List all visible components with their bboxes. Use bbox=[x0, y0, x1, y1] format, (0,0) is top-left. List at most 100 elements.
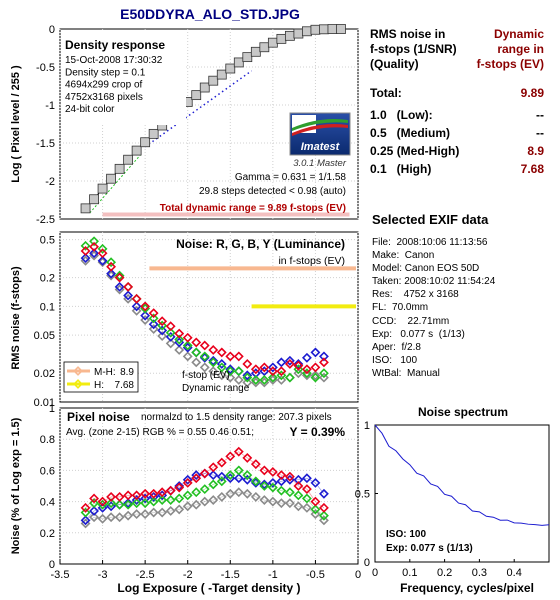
x-tick-label: -0.5 bbox=[306, 569, 325, 581]
pixel-noise-marker-y bbox=[106, 512, 117, 523]
noise-marker-g bbox=[191, 347, 202, 358]
pixel-noise-title: Pixel noise bbox=[67, 410, 130, 424]
y-tick-label: -1 bbox=[45, 100, 55, 112]
pixel-noise-marker-r bbox=[319, 502, 329, 513]
summary-header-right: Dynamic range in f-stops (EV) bbox=[462, 27, 544, 72]
legend-value-h: 7.68 bbox=[115, 380, 135, 391]
noise-marker-r bbox=[250, 364, 261, 375]
pixel-noise-marker-r bbox=[276, 470, 287, 481]
summary-header-right-line: f-stops (EV) bbox=[476, 57, 544, 71]
noise-marker-g bbox=[97, 243, 108, 254]
pixel-noise-marker-b bbox=[131, 495, 142, 505]
y-tick-label: -2.5 bbox=[36, 214, 55, 226]
density-step-marker bbox=[267, 37, 278, 48]
imatest-logo-stripe bbox=[292, 119, 348, 131]
noise-marker-r bbox=[114, 272, 125, 283]
noise-marker-b bbox=[123, 290, 134, 301]
density-response-chart: 0 -0.5 -1 -1.5 -2 -2.5 Log ( Pixel level / 255… bbox=[10, 24, 359, 226]
spectrum-y-tick-label: 0 bbox=[364, 557, 370, 569]
imatest-logo-text: Imatest bbox=[301, 141, 341, 153]
pixel-noise-marker-r bbox=[131, 490, 142, 501]
noise-marker-g bbox=[216, 362, 227, 373]
noise-marker-r bbox=[259, 362, 270, 373]
summary-header-left-line: f-stops (1/SNR) bbox=[370, 42, 457, 56]
exif-line: Make: Canon bbox=[372, 250, 435, 262]
pixel-noise-marker-b bbox=[174, 481, 185, 491]
summary-header-left-line: (Quality) bbox=[370, 57, 419, 71]
pixel-noise-marker-y bbox=[276, 498, 287, 509]
density-step-marker bbox=[208, 75, 219, 86]
summary-header-right-line: range in bbox=[497, 42, 544, 56]
summary-row: 0.5 (Medium) -- bbox=[370, 126, 544, 144]
pixel-noise-marker-b bbox=[216, 471, 227, 482]
spectrum-x-tick-label: 0.3 bbox=[472, 567, 487, 579]
noise-marker-r bbox=[225, 351, 236, 362]
pixel-noise-marker-r bbox=[191, 473, 202, 484]
pixel-noise-marker-r bbox=[233, 446, 244, 457]
pixel-noise-marker-y bbox=[157, 507, 168, 518]
pixel-noise-marker-b bbox=[140, 493, 151, 504]
pixel-noise-marker-g bbox=[242, 470, 253, 481]
y-tick-label: 0.4 bbox=[40, 497, 55, 509]
dynamic-range-annotation: Dynamic range bbox=[182, 383, 250, 394]
noise-marker-y bbox=[319, 372, 329, 383]
pixel-noise-marker-y bbox=[114, 512, 125, 523]
pixel-noise-marker-y bbox=[174, 504, 185, 515]
noise-marker-y bbox=[242, 377, 253, 388]
noise-marker-g bbox=[267, 372, 278, 383]
density-step-marker bbox=[123, 154, 134, 165]
noise-marker-g bbox=[89, 236, 99, 247]
y-tick-label: 1 bbox=[49, 403, 55, 415]
noise-marker-r bbox=[174, 328, 185, 339]
spectrum-plot-frame bbox=[374, 424, 550, 563]
y-tick-label: 0.1 bbox=[40, 301, 55, 313]
noise-marker-g bbox=[276, 370, 287, 381]
pixel-noise-marker-r bbox=[216, 457, 227, 468]
pixel-noise-marker-b bbox=[123, 498, 134, 509]
noise-marker-b bbox=[148, 319, 159, 330]
noise-marker-g bbox=[319, 368, 329, 379]
summary-row-label: 1.0 (Low): bbox=[370, 108, 433, 122]
gamma-label: Gamma = 0.631 = 1/1.58 bbox=[235, 172, 347, 183]
normalized-label: normalzd to 1.5 density range: 207.3 pix… bbox=[141, 412, 332, 423]
noise-marker-y bbox=[140, 315, 151, 325]
noise-marker-r bbox=[123, 281, 134, 292]
noise-marker-r bbox=[310, 362, 321, 373]
pixel-noise-marker-y bbox=[208, 495, 219, 505]
pixel-noise-marker-r bbox=[89, 493, 99, 504]
pixel-noise-marker-r bbox=[250, 459, 261, 470]
noise-marker-r bbox=[199, 340, 210, 351]
pixel-noise-marker-g bbox=[89, 498, 99, 509]
pixel-noise-marker-y bbox=[89, 512, 99, 523]
noise-marker-r bbox=[80, 246, 91, 256]
pixel-noise-marker-b bbox=[80, 515, 91, 526]
spectrum-x-tick-label: 0.4 bbox=[507, 567, 522, 579]
pixel-noise-marker-r bbox=[148, 488, 159, 499]
noise-marker-y bbox=[293, 368, 304, 379]
imatest-logo-stripe bbox=[292, 124, 348, 136]
pixel-noise-marker-y bbox=[148, 507, 159, 518]
summary-header-left: RMS noise in f-stops (1/SNR) (Quality) bbox=[370, 27, 457, 72]
y-tick-label: -1.5 bbox=[36, 138, 55, 150]
summary-header-left-line: RMS noise in bbox=[370, 27, 446, 41]
summary-row-value: 7.68 bbox=[520, 162, 544, 176]
density-info-line: 4694x299 crop of bbox=[65, 80, 143, 91]
exif-line: Taken: 2008:10:02 11:54:24 bbox=[372, 276, 496, 288]
x-tick-label: -1 bbox=[268, 569, 278, 581]
noise-marker-b bbox=[208, 355, 219, 366]
density-step-marker bbox=[284, 30, 295, 41]
noise-marker-r bbox=[106, 261, 117, 272]
exif-line: File: 2008:10:06 11:13:56 bbox=[372, 237, 488, 248]
pixel-noise-marker-g bbox=[131, 498, 142, 509]
legend-label-mh: M-H: bbox=[94, 367, 116, 378]
noise-marker-y bbox=[225, 372, 236, 383]
exif-line: FL: 70.0mm bbox=[372, 302, 429, 314]
density-info-line: 4752x3168 pixels bbox=[65, 92, 143, 103]
pixel-noise-marker-y bbox=[310, 509, 321, 520]
pixel-noise-marker-g bbox=[165, 495, 176, 505]
noise-marker-g bbox=[148, 313, 159, 324]
pixel-noise-marker-r bbox=[123, 490, 134, 501]
pixel-noise-marker-r bbox=[301, 484, 312, 495]
noise-marker-r bbox=[165, 321, 176, 332]
noise-marker-g bbox=[182, 340, 193, 351]
